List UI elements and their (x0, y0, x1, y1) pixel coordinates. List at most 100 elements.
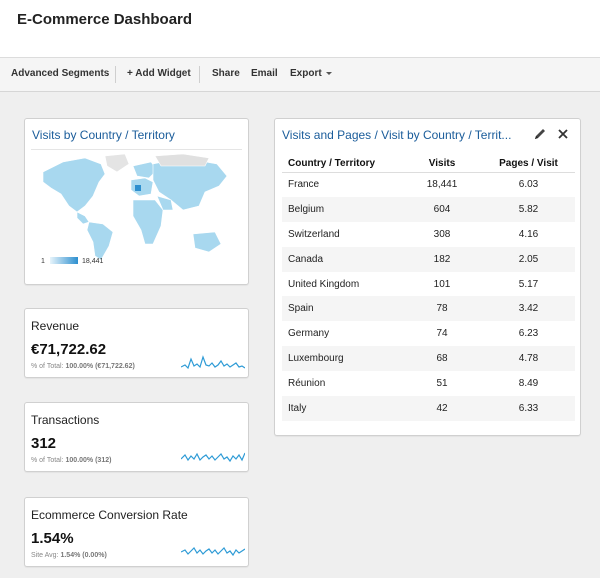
country-cell[interactable]: Réunion (288, 378, 326, 390)
metric-value: 1.54% (31, 530, 74, 547)
toolbar: Advanced Segments + Add Widget Share Ema… (0, 58, 600, 92)
map-africa (132, 199, 164, 245)
map-south-america (86, 221, 114, 261)
country-table-widget: Visits and Pages / Visit by Country / Te… (274, 118, 581, 436)
metric-subtext: % of Total: 100.00% (312) (31, 457, 111, 464)
map-australia (192, 231, 222, 253)
map-greenland (104, 153, 130, 173)
export-menu-button[interactable]: Export (290, 68, 332, 79)
metric-sub-value: 1.54% (0.00%) (60, 552, 107, 559)
country-cell[interactable]: Italy (282, 396, 402, 421)
sparkline-line (181, 547, 245, 557)
toolbar-divider (199, 66, 200, 83)
metric-value: 312 (31, 435, 57, 452)
sparkline-line (181, 452, 245, 463)
pages-cell: 5.17 (518, 278, 539, 290)
close-icon[interactable] (556, 127, 570, 141)
page-header: E-Commerce Dashboard (0, 0, 600, 58)
map-russia (154, 153, 210, 167)
metric-subtext: % of Total: 100.00% (€71,722.62) (31, 363, 135, 370)
table-widget-title[interactable]: Visits and Pages / Visit by Country / Te… (282, 128, 512, 142)
visits-cell: 74 (436, 328, 448, 340)
table-header-row: Country / Territory Visits Pages / Visit (282, 155, 575, 173)
map-north-america (42, 157, 106, 213)
visits-cell: 51 (436, 378, 448, 390)
share-button[interactable]: Share (212, 68, 240, 79)
visits-cell: 604 (402, 196, 482, 222)
visits-cell: 308 (433, 228, 451, 240)
pages-cell: 8.49 (518, 378, 539, 390)
pages-cell: 2.05 (482, 246, 575, 272)
country-cell[interactable]: Belgium (282, 196, 402, 222)
metric-sub-value: 100.00% (€71,722.62) (65, 363, 135, 370)
visits-cell: 18,441 (426, 179, 458, 191)
add-widget-button[interactable]: + Add Widget (127, 68, 191, 79)
legend-gradient (50, 257, 78, 264)
chevron-down-icon (325, 71, 332, 75)
country-cell[interactable]: Switzerland (288, 228, 340, 240)
pages-cell: 5.82 (482, 196, 575, 222)
pages-cell: 4.78 (482, 346, 575, 372)
metric-title: Ecommerce Conversion Rate (31, 508, 188, 522)
table-row: Canada 182 2.05 (282, 246, 575, 272)
country-cell[interactable]: Luxembourg (282, 346, 402, 372)
table-row: Luxembourg 68 4.78 (282, 346, 575, 372)
metric-title: Revenue (31, 319, 80, 333)
pages-cell: 4.16 (518, 228, 539, 240)
metric-title: Transactions (31, 413, 100, 427)
revenue-widget: Revenue €71,722.62 % of Total: 100.00% (… (24, 308, 249, 378)
metric-sub-label: % of Total: (31, 457, 64, 464)
country-cell[interactable]: United Kingdom (288, 278, 360, 290)
pages-cell: 3.42 (482, 296, 575, 322)
sparkline (181, 355, 245, 370)
map-europe (130, 177, 154, 197)
column-header-visits[interactable]: Visits (402, 155, 482, 173)
conversion-rate-widget: Ecommerce Conversion Rate 1.54% Site Avg… (24, 497, 249, 567)
visits-cell: 68 (402, 346, 482, 372)
metric-sub-value: 100.00% (312) (65, 457, 112, 464)
table-row: Switzerland 308 4.16 (282, 222, 575, 247)
table-row: Belgium 604 5.82 (282, 196, 575, 222)
advanced-segments-button[interactable]: Advanced Segments (11, 68, 110, 79)
table-row: Germany 74 6.23 (282, 321, 575, 346)
legend-min: 1 (41, 258, 45, 265)
map-widget: Visits by Country / Territory 1 18,441 (24, 118, 249, 285)
map-france-highlight (135, 185, 141, 191)
page-title: E-Commerce Dashboard (17, 11, 193, 28)
pages-cell: 6.33 (482, 396, 575, 421)
metric-sub-label: % of Total: (31, 363, 64, 370)
table-row: Italy 42 6.33 (282, 396, 575, 421)
pages-cell: 6.23 (518, 328, 539, 340)
table-row: France 18,441 6.03 (282, 172, 575, 197)
sparkline (181, 547, 245, 557)
sparkline-line (181, 355, 245, 370)
country-cell[interactable]: Canada (282, 246, 402, 272)
country-cell[interactable]: Spain (282, 296, 402, 322)
metric-subtext: Site Avg: 1.54% (0.00%) (31, 552, 107, 559)
column-header-country[interactable]: Country / Territory (282, 155, 402, 173)
column-header-pages-per-visit[interactable]: Pages / Visit (482, 155, 575, 173)
map-widget-title[interactable]: Visits by Country / Territory (32, 128, 175, 142)
map-central-america (76, 211, 90, 225)
world-map[interactable] (33, 152, 233, 265)
pencil-icon[interactable] (533, 127, 547, 141)
export-label: Export (290, 68, 322, 79)
visits-cell: 78 (402, 296, 482, 322)
sparkline (181, 452, 245, 463)
divider (31, 149, 242, 150)
metric-value: €71,722.62 (31, 341, 107, 358)
country-cell[interactable]: France (288, 179, 320, 191)
country-cell[interactable]: Germany (288, 328, 330, 340)
visits-cell: 42 (402, 396, 482, 421)
transactions-widget: Transactions 312 % of Total: 100.00% (31… (24, 402, 249, 472)
table-row: United Kingdom 101 5.17 (282, 272, 575, 297)
visits-cell: 101 (433, 278, 451, 290)
table-row: Spain 78 3.42 (282, 296, 575, 322)
metric-sub-label: Site Avg: (31, 552, 59, 559)
toolbar-divider (115, 66, 116, 83)
table-row: Réunion 51 8.49 (282, 371, 575, 396)
country-table: Country / Territory Visits Pages / Visit… (282, 155, 575, 421)
visits-cell: 182 (402, 246, 482, 272)
email-button[interactable]: Email (251, 68, 278, 79)
map-middle-east (156, 195, 174, 211)
